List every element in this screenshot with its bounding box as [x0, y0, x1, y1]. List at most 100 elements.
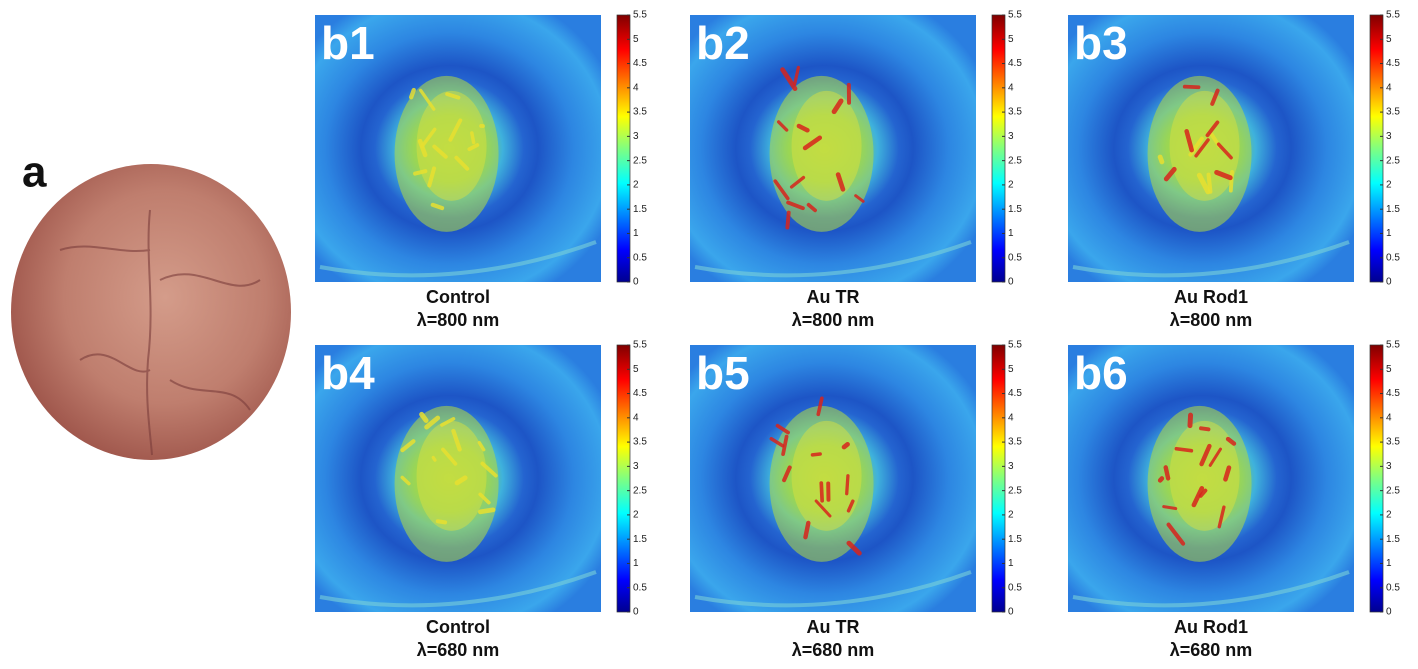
colorbar-tick-label: 2	[633, 510, 639, 521]
colorbar-tick-label: 2	[633, 180, 639, 191]
colorbar-tick-label: 5	[1008, 364, 1014, 375]
colorbar-tick-label: 5.5	[633, 10, 647, 21]
colorbar	[991, 344, 1006, 613]
wavelength: λ=680 nm	[417, 640, 500, 660]
colorbar-tick-label: 0	[633, 607, 639, 618]
colorbar-tick-label: 0	[633, 277, 639, 288]
vessel-signal	[814, 499, 832, 518]
ring-artifact	[1072, 570, 1350, 608]
vessel-signal	[854, 194, 865, 203]
vessel-signal	[448, 118, 463, 142]
vessel-signal	[1216, 142, 1233, 160]
colorbar-tick-label: 3.5	[1008, 437, 1022, 448]
vessel-signal	[424, 415, 441, 430]
colorbar-tick-label: 3.5	[633, 437, 647, 448]
colorbar-tick-label: 2	[1008, 180, 1014, 191]
vessel-signal	[1210, 88, 1220, 106]
vessel-signal	[408, 87, 416, 100]
vessel-signal	[431, 455, 437, 462]
wavelength: λ=800 nm	[417, 310, 500, 330]
colorbar	[616, 344, 631, 613]
vessel-signal	[846, 499, 855, 513]
vessel-signal	[419, 411, 429, 423]
vessel-signal	[1191, 485, 1205, 508]
vessel-signal	[1208, 447, 1222, 467]
panel-label: b6	[1074, 347, 1128, 399]
colorbar-tick-label: 3.5	[1008, 107, 1022, 118]
colorbar-tick-label: 4	[1008, 82, 1014, 93]
ring-artifact	[694, 570, 972, 608]
vessel-signal	[477, 440, 486, 452]
colorbar-tick-label: 2.5	[1008, 485, 1022, 496]
vessel-signal	[1157, 154, 1165, 165]
vessel-signal	[793, 65, 801, 86]
vessel-signal	[835, 172, 846, 192]
panel-label: b4	[321, 347, 375, 399]
colorbar-tick-label: 3.5	[633, 107, 647, 118]
colorbar-tick-label: 4.5	[1008, 58, 1022, 69]
wavelength: λ=800 nm	[792, 310, 875, 330]
vessel-signal	[419, 88, 436, 111]
vessel-signal	[420, 127, 437, 149]
vessel-signal	[445, 92, 461, 100]
ring-artifact	[319, 240, 597, 278]
colorbar-tick-label: 0.5	[1008, 582, 1022, 593]
vessel-signal	[781, 434, 789, 456]
vessel-signal	[1217, 505, 1226, 529]
vessel-signal	[400, 475, 411, 486]
colorbar-tick-label: 3	[633, 131, 639, 142]
vessel-signal	[467, 143, 480, 152]
caption: Au TR	[807, 287, 860, 307]
colorbar-tick-label: 2	[1008, 510, 1014, 521]
vessel-signal	[432, 144, 448, 159]
colorbar-tick-label: 4.5	[1008, 388, 1022, 399]
panel: b2 Au TR λ=800 nm 0 0.5 1 1.5 2 2.5 3 3.5 4 4.5 5 5.5	[690, 10, 1022, 330]
colorbar-tick-label: 1	[1386, 558, 1392, 569]
vessel-signal	[1223, 465, 1232, 482]
vessel-signal	[769, 437, 785, 448]
colorbar-tick-label: 5.5	[1386, 10, 1400, 21]
colorbar-tick-label: 4	[1008, 412, 1014, 423]
colorbar-tick-label: 3	[1008, 461, 1014, 472]
colorbar	[991, 14, 1006, 283]
vessel-signal	[776, 120, 789, 132]
colorbar-tick-label: 4.5	[1386, 58, 1400, 69]
vessel-signal	[1198, 488, 1208, 498]
colorbar-tick-label: 5	[633, 364, 639, 375]
colorbar	[1369, 344, 1384, 613]
vessel-signal	[810, 452, 822, 457]
colorbar-tick-label: 1.5	[633, 534, 647, 545]
vessel-signal	[477, 507, 496, 515]
vessel-signal	[478, 492, 491, 505]
colorbar-tick-label: 2.5	[1386, 155, 1400, 166]
panel: b5 Au TR λ=680 nm 0 0.5 1 1.5 2 2.5 3 3.5 4 4.5 5 5.5	[690, 340, 1022, 660]
vessel-signal	[427, 166, 437, 188]
colorbar-tick-label: 4	[633, 82, 639, 93]
colorbar-tick-label: 0.5	[1386, 252, 1400, 263]
colorbar-tick-label: 2	[1386, 510, 1392, 521]
colorbar-tick-label: 3	[1386, 131, 1392, 142]
vessel-signal	[1205, 120, 1220, 138]
wavelength: λ=800 nm	[1170, 310, 1253, 330]
vessel-signal	[440, 417, 456, 427]
vessel-signal	[785, 210, 791, 230]
colorbar-tick-label: 4	[633, 412, 639, 423]
vessel-signal	[841, 441, 850, 450]
colorbar-tick-label: 2.5	[633, 485, 647, 496]
ring-artifact	[694, 240, 972, 278]
vessel-signal	[806, 202, 817, 213]
ring-artifact	[1072, 240, 1350, 278]
colorbar-tick-label: 5	[1386, 364, 1392, 375]
colorbar-tick-label: 1	[1008, 558, 1014, 569]
vessel-signal	[1163, 465, 1171, 481]
vessel-signal	[775, 423, 790, 435]
panel-label: b2	[696, 17, 750, 69]
colorbar-tick-label: 2	[1386, 180, 1392, 191]
colorbar-tick-label: 3	[1386, 461, 1392, 472]
vessel-signal	[480, 461, 498, 478]
colorbar-tick-label: 0	[1008, 277, 1014, 288]
colorbar-tick-label: 5.5	[1386, 340, 1400, 351]
vessel-signal	[451, 428, 462, 452]
colorbar	[1369, 14, 1384, 283]
vessel-signal	[1214, 169, 1233, 181]
